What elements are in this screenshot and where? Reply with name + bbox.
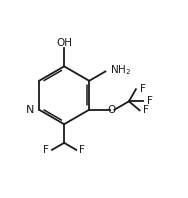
Text: F: F xyxy=(147,96,152,106)
Text: NH$_2$: NH$_2$ xyxy=(110,64,131,77)
Text: N: N xyxy=(26,105,34,115)
Text: OH: OH xyxy=(56,38,72,48)
Text: F: F xyxy=(140,84,146,94)
Text: F: F xyxy=(143,105,149,115)
Text: F: F xyxy=(79,145,85,155)
Text: O: O xyxy=(108,105,116,115)
Text: F: F xyxy=(43,145,49,155)
